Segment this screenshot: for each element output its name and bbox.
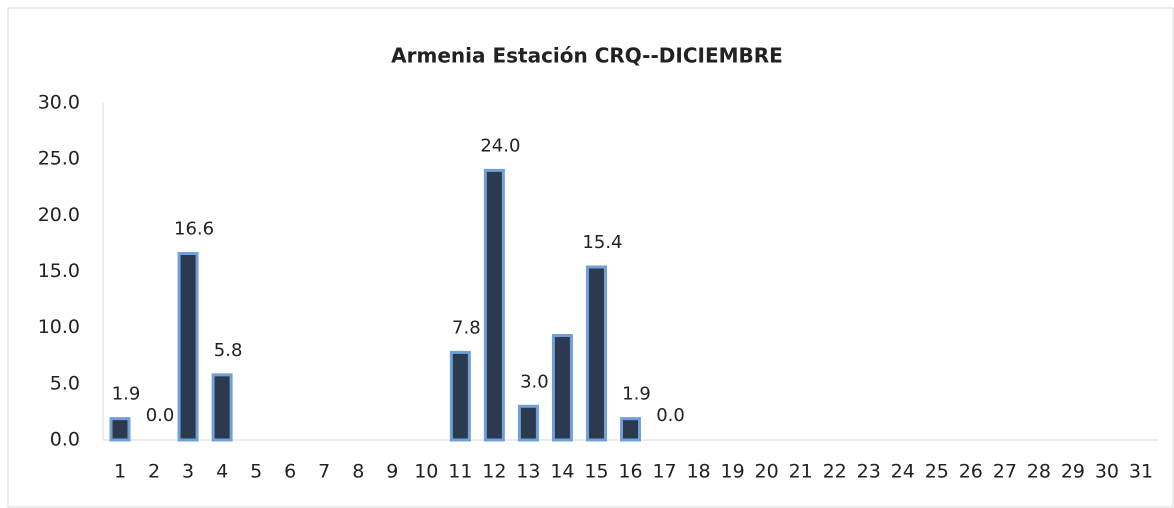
bar (517, 404, 539, 442)
x-tick-label: 26 (959, 461, 983, 483)
x-tick-label: 1 (114, 461, 126, 483)
bar (551, 334, 573, 442)
x-tick-label: 27 (993, 461, 1017, 483)
y-tick-label: 20.0 (38, 204, 80, 226)
bar (211, 373, 233, 442)
x-tick-label: 21 (789, 461, 813, 483)
bar (109, 417, 131, 442)
y-tick-label: 30.0 (38, 92, 80, 114)
bar (449, 350, 471, 442)
data-label: 1.9 (622, 384, 651, 405)
data-label: 16.6 (174, 219, 214, 240)
x-tick-label: 12 (482, 461, 506, 483)
x-tick-label: 24 (891, 461, 915, 483)
x-tick-label: 14 (550, 461, 574, 483)
bar (585, 265, 607, 442)
x-tick-label: 20 (755, 461, 779, 483)
x-tick-label: 11 (448, 461, 472, 483)
data-label: 24.0 (480, 135, 520, 156)
x-tick-label: 22 (823, 461, 847, 483)
x-tick-label: 6 (284, 461, 296, 483)
x-tick-label: 25 (925, 461, 949, 483)
data-label: 7.8 (452, 317, 481, 338)
x-tick-label: 17 (652, 461, 676, 483)
x-tick-label: 31 (1129, 461, 1153, 483)
x-tick-label: 29 (1061, 461, 1085, 483)
x-tick-label: 28 (1027, 461, 1051, 483)
x-tick-label: 15 (584, 461, 608, 483)
y-tick-label: 10.0 (38, 316, 80, 338)
data-label: 0.0 (146, 405, 175, 426)
x-tick-label: 2 (148, 461, 160, 483)
x-tick-label: 13 (516, 461, 540, 483)
bar (483, 168, 505, 442)
y-tick-label: 25.0 (38, 148, 80, 170)
data-label: 3.0 (520, 371, 549, 392)
data-label: 5.8 (214, 340, 243, 361)
x-tick-label: 19 (721, 461, 745, 483)
x-tick-label: 9 (386, 461, 398, 483)
x-tick-label: 30 (1095, 461, 1119, 483)
bar (177, 252, 199, 442)
x-tick-label: 3 (182, 461, 194, 483)
data-label: 15.4 (582, 232, 622, 253)
x-tick-label: 18 (686, 461, 710, 483)
x-tick-label: 23 (857, 461, 881, 483)
y-tick-label: 15.0 (38, 260, 80, 282)
y-tick-label: 0.0 (50, 429, 80, 451)
x-tick-label: 7 (318, 461, 330, 483)
x-tick-label: 16 (618, 461, 642, 483)
chart-title: Armenia Estación CRQ--DICIEMBRE (391, 44, 783, 68)
x-tick-label: 10 (414, 461, 438, 483)
bar (620, 417, 641, 442)
x-tick-label: 5 (250, 461, 262, 483)
x-tick-label: 8 (352, 461, 364, 483)
y-tick-label: 5.0 (50, 372, 80, 394)
x-tick-label: 4 (216, 461, 228, 483)
data-label: 0.0 (656, 405, 685, 426)
data-label: 1.9 (112, 384, 141, 405)
